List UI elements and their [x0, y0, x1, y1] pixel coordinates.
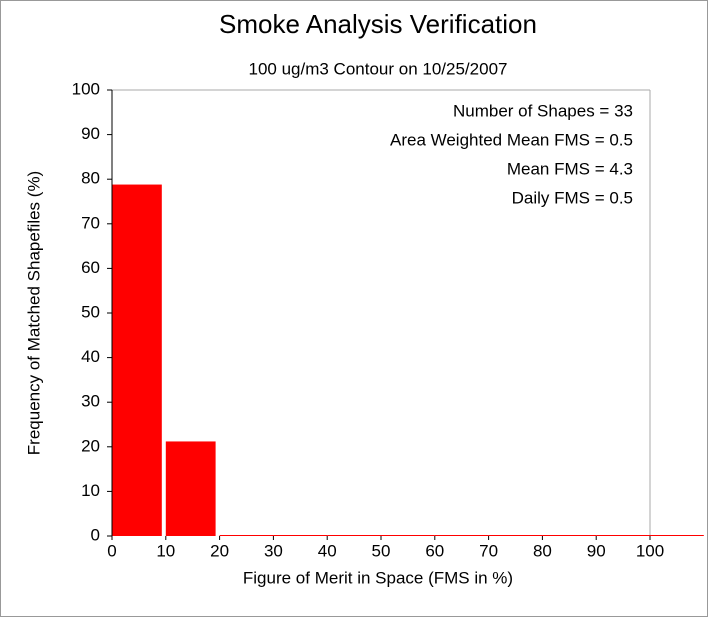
x-tick-label: 40 [318, 541, 337, 560]
bar [650, 535, 704, 536]
x-tick-label: 50 [372, 541, 391, 560]
y-tick-label: 20 [81, 436, 100, 455]
bar [596, 535, 650, 536]
x-tick-label: 100 [636, 541, 664, 560]
annotation: Daily FMS = 0.5 [512, 188, 633, 207]
y-tick-label: 70 [81, 213, 100, 232]
bar [488, 535, 543, 536]
annotation: Area Weighted Mean FMS = 0.5 [390, 130, 633, 149]
chart-subtitle: 100 ug/m3 Contour on 10/25/2007 [249, 59, 508, 78]
x-tick-label: 0 [107, 541, 116, 560]
y-tick-label: 10 [81, 481, 100, 500]
chart-title: Smoke Analysis Verification [219, 9, 537, 39]
bar [165, 441, 216, 536]
y-axis-label: Frequency of Matched Shapefiles (%) [24, 171, 43, 455]
x-tick-label: 80 [533, 541, 552, 560]
annotation: Mean FMS = 4.3 [507, 159, 633, 178]
bar [219, 535, 274, 536]
y-tick-label: 50 [81, 302, 100, 321]
y-tick-label: 60 [81, 258, 100, 277]
y-tick-label: 40 [81, 347, 100, 366]
bar [112, 184, 162, 536]
x-tick-label: 10 [156, 541, 175, 560]
y-tick-label: 30 [81, 392, 100, 411]
bar [434, 535, 489, 536]
bar [542, 535, 597, 536]
bar [273, 535, 328, 536]
y-tick-label: 100 [72, 79, 100, 98]
y-tick-label: 0 [91, 525, 100, 544]
x-tick-label: 20 [210, 541, 229, 560]
x-tick-label: 60 [425, 541, 444, 560]
x-tick-label: 30 [264, 541, 283, 560]
x-tick-label: 70 [479, 541, 498, 560]
y-tick-label: 80 [81, 169, 100, 188]
x-tick-label: 90 [587, 541, 606, 560]
annotation: Number of Shapes = 33 [453, 101, 633, 120]
x-axis-label: Figure of Merit in Space (FMS in %) [243, 568, 513, 587]
bar [381, 535, 435, 536]
bar [327, 535, 381, 536]
y-tick-label: 90 [81, 124, 100, 143]
